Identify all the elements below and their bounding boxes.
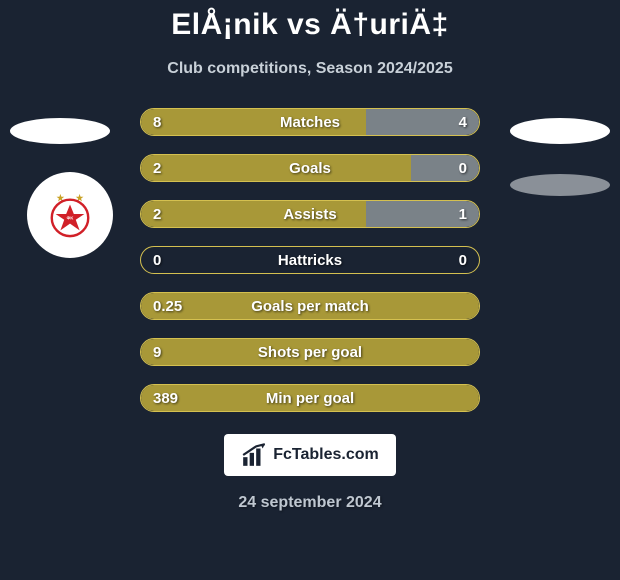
player-placeholder-left <box>10 118 110 144</box>
bar-fill-right <box>411 155 479 181</box>
date-text: 24 september 2024 <box>238 494 381 512</box>
content-area: ΦK 84Matches20Goals21Assists00Hattricks0… <box>0 108 620 412</box>
stat-bar: 2 1 Assists <box>140 200 480 228</box>
stat-value-left: 2 <box>153 160 161 177</box>
star-icon: ΦK <box>46 191 94 239</box>
stat-value-left: 9 <box>153 344 161 361</box>
stat-bar: 0 0 Hattricks <box>140 246 480 274</box>
club-badge: ΦK <box>27 172 113 258</box>
stat-label: Shots per goal <box>258 344 362 361</box>
stat-label: Goals per match <box>251 298 369 315</box>
stat-value-left: 0.25 <box>153 298 182 315</box>
stat-value-right: 4 <box>459 114 467 131</box>
stat-bar: 0.25 Goals per match <box>140 292 480 320</box>
svg-text:ΦK: ΦK <box>67 215 75 220</box>
bar-fill-left <box>141 155 411 181</box>
stat-label: Min per goal <box>266 390 354 407</box>
chart-icon <box>241 442 267 468</box>
stat-value-left: 2 <box>153 206 161 223</box>
stat-bar: 2 0 Goals <box>140 154 480 182</box>
stat-value-left: 0 <box>153 252 161 269</box>
stats-column: 8 4 Matches 2 0 Goals 2 1 Assists 0 0 Hattricks 0.25… <box>140 108 480 412</box>
logo-text: FcTables.com <box>273 446 379 464</box>
stat-label: Goals <box>289 160 331 177</box>
stat-bar: 9 Shots per goal <box>140 338 480 366</box>
page-title: ElÅ¡nik vs Ä†uriÄ‡ <box>171 8 448 42</box>
player-placeholder-right-top <box>510 118 610 144</box>
fctables-logo[interactable]: FcTables.com <box>224 434 396 476</box>
stat-value-right: 0 <box>459 252 467 269</box>
player-placeholder-right-bottom <box>510 174 610 196</box>
stat-value-right: 0 <box>459 160 467 177</box>
page-subtitle: Club competitions, Season 2024/2025 <box>167 60 452 78</box>
stat-label: Assists <box>283 206 336 223</box>
stat-value-left: 389 <box>153 390 178 407</box>
stat-bar: 8 4 Matches <box>140 108 480 136</box>
stat-label: Matches <box>280 114 340 131</box>
stat-value-right: 1 <box>459 206 467 223</box>
stat-bar: 389 Min per goal <box>140 384 480 412</box>
stat-label: Hattricks <box>278 252 342 269</box>
stat-value-left: 8 <box>153 114 161 131</box>
